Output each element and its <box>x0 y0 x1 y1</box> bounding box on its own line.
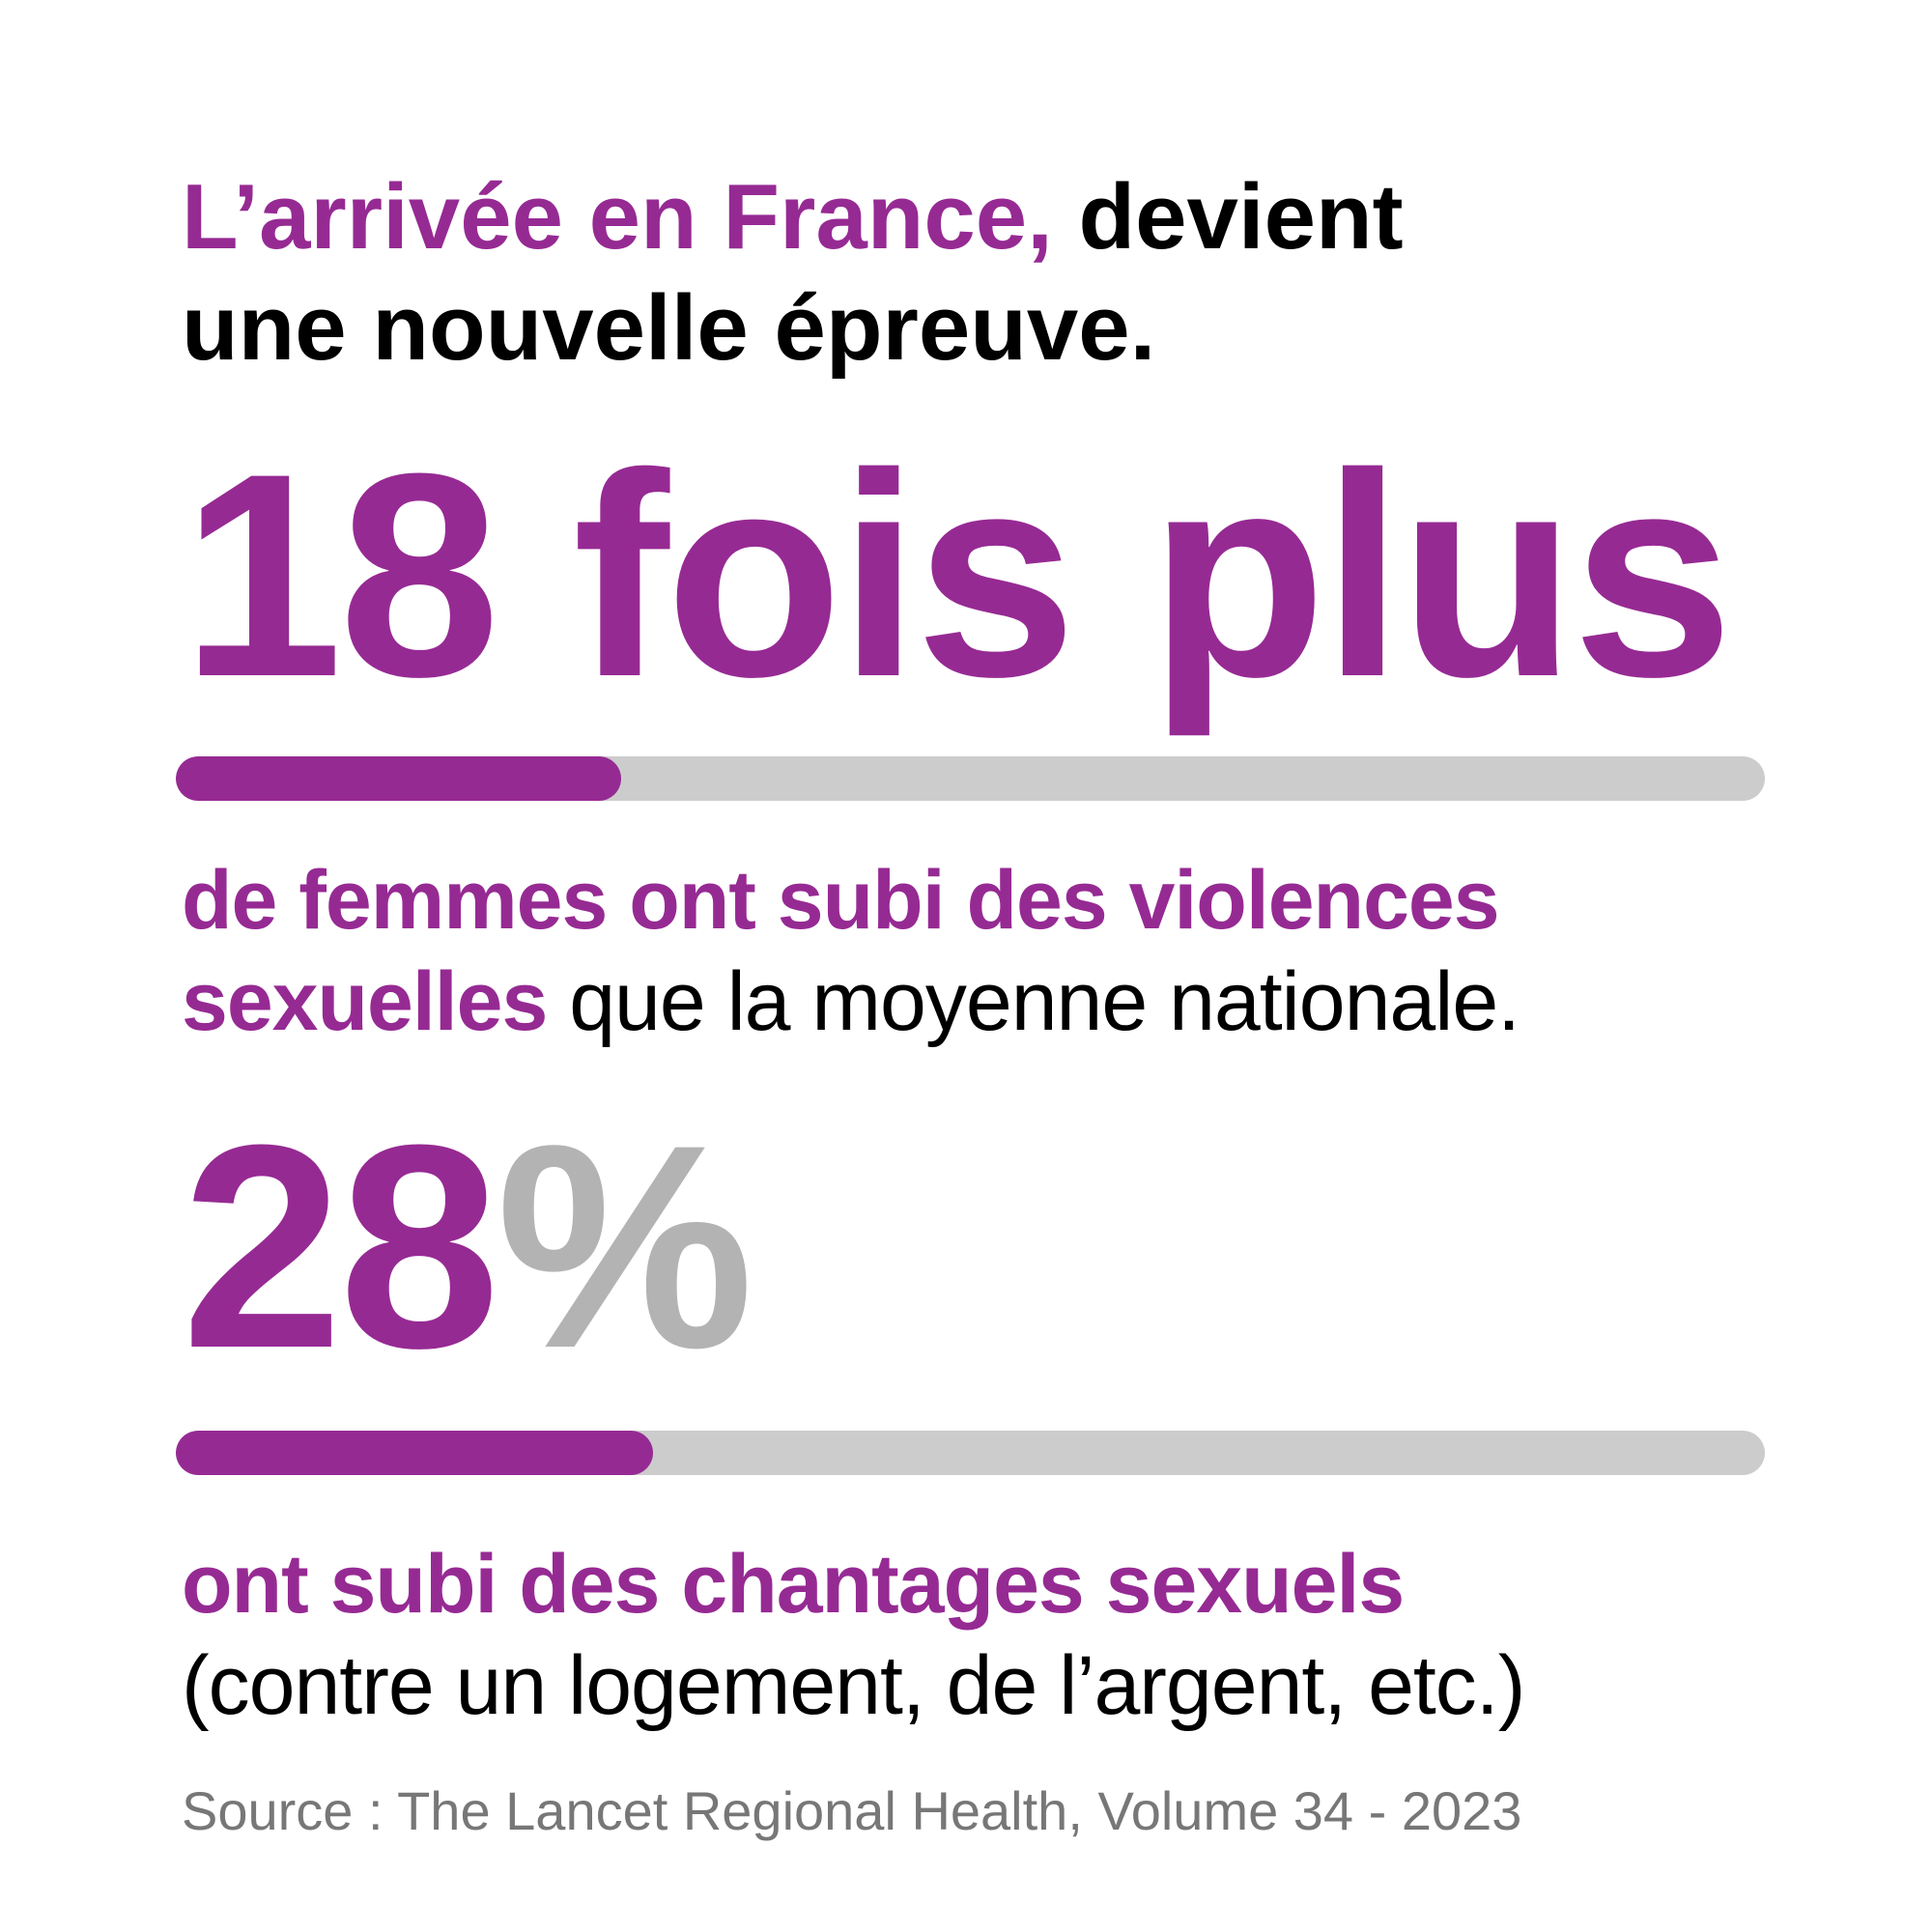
headline-highlight: L’arrivée en France, <box>182 165 1053 269</box>
stat1-figure: 18 fois plus <box>182 430 1733 720</box>
stat1-desc-highlight: sexuelles <box>182 955 548 1048</box>
source-note: Source : The Lancet Regional Health, Vol… <box>182 1780 1522 1841</box>
stat1-number: 18 <box>182 412 500 737</box>
stat1-progress-fill <box>176 756 621 801</box>
stat1-unit: fois plus <box>496 412 1733 737</box>
stat1-desc-line2: sexuelles que la moyenne nationale. <box>182 952 1520 1052</box>
stat2-desc-line2: (contre un logement, de l’argent, etc.) <box>182 1639 1525 1732</box>
stat2-progress-bar <box>176 1431 1765 1475</box>
headline-rest: devient <box>1052 165 1404 269</box>
headline-line1: L’arrivée en France, devient <box>182 164 1404 270</box>
stat2-number: 28 <box>182 1084 500 1408</box>
headline-line2: une nouvelle épreuve. <box>182 276 1156 380</box>
stat1-progress-bar <box>176 756 1765 801</box>
stat2-figure: 28% <box>182 1101 753 1391</box>
stat2-progress-fill <box>176 1431 653 1475</box>
stat1-desc-line1: de femmes ont subi des violences <box>182 854 1500 947</box>
stat2-desc-line1: ont subi des chantages sexuels <box>182 1538 1405 1631</box>
stat2-percent-sign: % <box>496 1084 754 1408</box>
stat1-desc-rest: que la moyenne nationale. <box>547 955 1520 1048</box>
